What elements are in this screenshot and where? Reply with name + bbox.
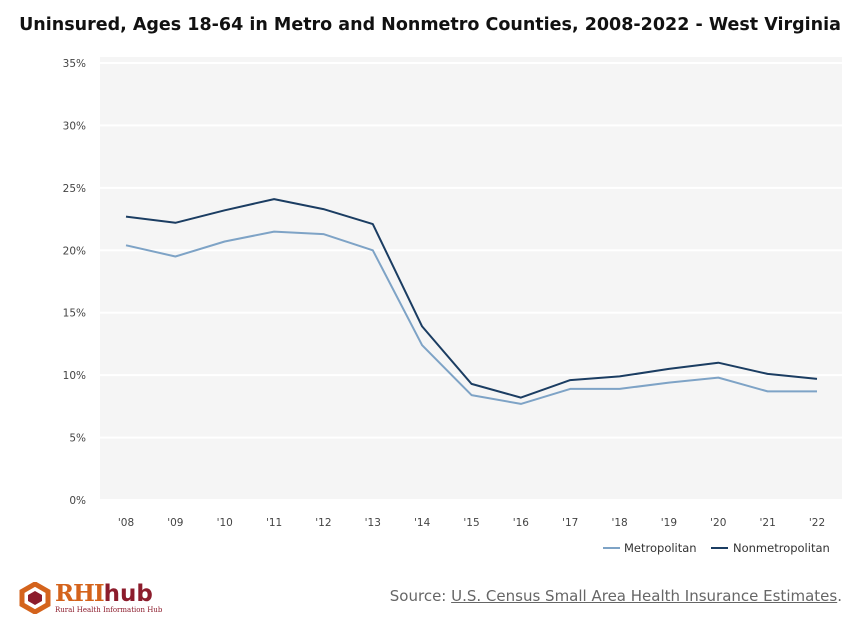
gridlines — [100, 62, 842, 501]
x-tick-label: '11 — [266, 517, 282, 529]
x-tick-label: '08 — [118, 517, 134, 529]
legend: Metropolitan Nonmetropolitan — [603, 541, 830, 555]
series-line-metropolitan — [125, 230, 817, 405]
y-tick-label: 20% — [63, 245, 86, 257]
source-link[interactable]: U.S. Census Small Area Health Insurance … — [451, 587, 838, 605]
x-tick-label: '21 — [760, 517, 776, 529]
plot-area — [100, 57, 842, 500]
x-tick-label: '12 — [315, 517, 331, 529]
x-tick-label: '15 — [463, 517, 479, 529]
x-tick-label: '19 — [661, 517, 677, 529]
source-suffix: . — [837, 587, 842, 605]
legend-label-metropolitan: Metropolitan — [624, 541, 697, 555]
y-axis-ticks: 0% 5% 10% 15% 20% 25% 30% 35% — [63, 58, 86, 507]
logo-text-rhi: RHI — [55, 579, 105, 607]
chart-title: Uninsured, Ages 18-64 in Metro and Nonme… — [19, 15, 841, 35]
x-tick-label: '22 — [809, 517, 825, 529]
y-tick-label: 10% — [63, 370, 86, 382]
series-line-nonmetropolitan — [125, 198, 818, 399]
x-tick-label: '17 — [562, 517, 578, 529]
logo-subtitle: Rural Health Information Hub — [55, 605, 163, 614]
logo-text-hub: hub — [103, 580, 153, 607]
x-tick-label: '13 — [365, 517, 381, 529]
y-tick-label: 35% — [63, 58, 86, 70]
rhihub-hexagon-icon — [19, 582, 51, 614]
x-tick-label: '09 — [167, 517, 183, 529]
legend-label-nonmetropolitan: Nonmetropolitan — [733, 541, 830, 555]
y-tick-label: 0% — [69, 495, 86, 507]
x-tick-label: '14 — [414, 517, 431, 529]
y-tick-label: 5% — [69, 433, 86, 445]
y-tick-label: 25% — [63, 183, 86, 195]
y-tick-label: 30% — [63, 120, 86, 132]
x-axis-ticks: '08 '09 '10 '11 '12 '13 '14 '15 '16 '17 '18 '19 '20 '… — [118, 517, 825, 529]
source-prefix: Source: — [389, 587, 452, 605]
y-tick-label: 15% — [63, 308, 86, 320]
x-tick-label: '16 — [513, 517, 530, 529]
x-tick-label: '10 — [217, 517, 233, 529]
x-tick-label: '20 — [710, 517, 726, 529]
source-note: Source: U.S. Census Small Area Health In… — [390, 587, 842, 605]
series-lines — [125, 198, 818, 405]
rhihub-logo[interactable]: RHIhub Rural Health Information Hub — [18, 580, 162, 616]
x-tick-label: '18 — [611, 517, 627, 529]
